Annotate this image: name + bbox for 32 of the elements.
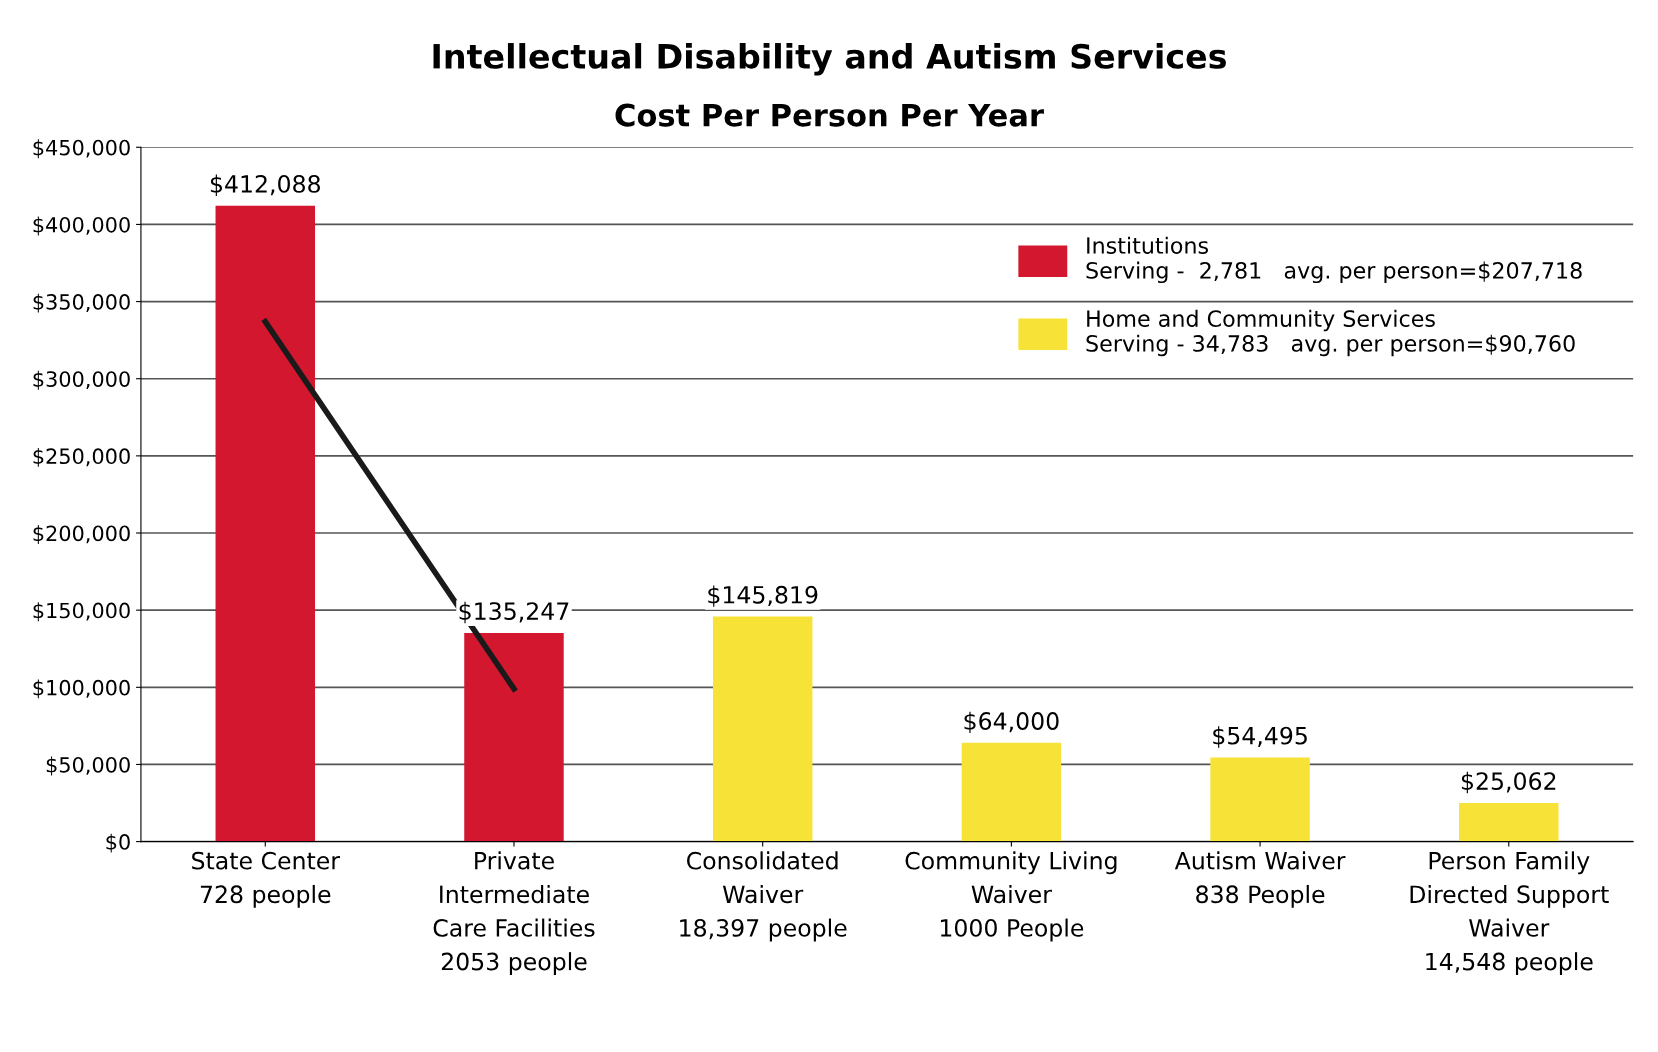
y-tick-label: $400,000	[33, 216, 130, 236]
data-label: $25,062	[1461, 771, 1556, 794]
y-tick-label: $150,000	[33, 602, 130, 622]
x-tick-label: Community Living Waiver 1000 People	[905, 851, 1117, 942]
bar	[1210, 757, 1310, 842]
data-label: $64,000	[964, 711, 1059, 734]
bar	[1459, 802, 1559, 842]
legend-label: Home and Community Services Serving - 34,783 avg. per person=$90,760	[1086, 309, 1575, 357]
y-tick-label: $450,000	[33, 139, 130, 159]
bar	[215, 205, 316, 842]
y-tick-label: $300,000	[33, 370, 130, 390]
y-tick-label: $0	[106, 833, 130, 853]
y-tick-label: $200,000	[33, 525, 130, 544]
x-tick-label: Autism Waiver 838 People	[1174, 851, 1346, 908]
x-tick-label: Consolidated Waiver 18,397 people	[680, 851, 847, 942]
data-label: $135,247	[459, 601, 569, 624]
bar	[961, 742, 1062, 842]
x-tick-label: State Center 728 people	[192, 851, 341, 908]
y-tick-label: $350,000	[33, 293, 130, 313]
x-tick-label: Private Intermediate Care Facilities 2053 people	[433, 851, 595, 976]
data-label: $145,819	[708, 585, 818, 607]
bar	[712, 616, 813, 842]
x-tick-label: Person Family Directed Support Waiver 14,548 people	[1410, 851, 1609, 976]
y-tick-label: $100,000	[33, 679, 130, 699]
y-tick-label: $50,000	[46, 756, 130, 776]
data-label: $54,495	[1213, 726, 1307, 748]
legend-label: Institutions Serving - 2,781 avg. per person=$207,718	[1086, 236, 1582, 284]
data-label: $412,088	[210, 174, 320, 196]
y-tick-label: $250,000	[33, 447, 130, 467]
chart-title: Intellectual Disability and Autism Services	[433, 43, 1226, 76]
bar	[464, 632, 564, 842]
chart-subtitle: Cost Per Person Per Year	[615, 103, 1044, 127]
